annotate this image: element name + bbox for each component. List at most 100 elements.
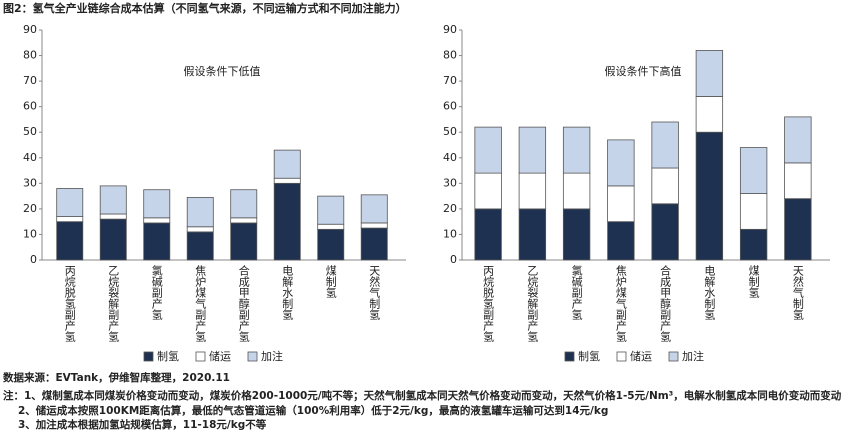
bar-segment (607, 139, 635, 187)
legend-swatch (195, 351, 206, 362)
bar-segment (56, 221, 84, 261)
note: 注：1、煤制氢成本同煤炭价格变动而变动，煤炭价格200-1000元/吨不等；天然… (3, 389, 842, 402)
y-tick-label: 0 (450, 253, 457, 266)
bar-segment (607, 185, 635, 223)
y-tick-label: 30 (23, 176, 37, 189)
bar-segment (518, 172, 547, 210)
legend-label: 储运 (209, 349, 231, 363)
x-tick-label: 焦炉煤气副产氢 (614, 265, 627, 342)
y-tick-label: 90 (23, 23, 37, 36)
y-tick-label: 30 (443, 176, 457, 189)
x-tick-label: 煤制氢 (747, 265, 760, 298)
bar-segment (518, 208, 547, 261)
bar-segment (273, 149, 301, 179)
x-tick-label: 焦炉煤气副产氢 (194, 265, 207, 342)
bar-segment (474, 208, 502, 261)
x-tick-label: 煤制氢 (324, 265, 337, 298)
bar-segment (56, 188, 84, 217)
bar-segment (143, 222, 171, 261)
source: 数据来源：EVTank，伊维智库整理，2020.11 (2, 371, 230, 384)
y-tick-label: 10 (443, 227, 457, 240)
y-tick-label: 10 (23, 227, 37, 240)
x-tick-label: 天然气制氢 (368, 265, 381, 320)
bar-segment (784, 162, 812, 200)
x-tick-label: 电解水制氢 (281, 265, 294, 320)
bar-segment (739, 228, 768, 261)
bar-segment (99, 213, 127, 220)
bar-segment (784, 198, 812, 261)
legend-label: 储运 (630, 349, 652, 363)
legend-swatch (616, 351, 627, 362)
y-tick-label: 60 (23, 100, 37, 113)
y-tick-label: 70 (23, 74, 37, 87)
subtitle: 假设条件下低值 (184, 64, 261, 78)
bar-segment (230, 222, 258, 261)
bar-segment (56, 216, 84, 223)
legend-label: 制氢 (157, 349, 179, 363)
bar-segment (99, 218, 127, 261)
legend-label: 加注 (261, 349, 283, 363)
bar-segment (317, 195, 345, 225)
x-tick-label: 丙烷脱氢副产氢 (63, 265, 76, 342)
x-tick-label: 合成甲醇副产氢 (659, 264, 672, 342)
y-tick-label: 20 (443, 202, 457, 215)
bar-segment (186, 196, 214, 228)
bar-segment (784, 116, 812, 164)
bar-segment (562, 208, 591, 261)
bar-segment (360, 194, 388, 224)
x-tick-label: 电解水制氢 (703, 265, 716, 320)
bar-segment (360, 222, 388, 229)
bar-segment (651, 121, 679, 169)
bar-segment (562, 126, 591, 174)
bar-segment (143, 217, 171, 224)
legend-label: 制氢 (578, 349, 600, 363)
bar-segment (562, 172, 591, 210)
bar-segment (695, 96, 724, 133)
y-tick-label: 40 (23, 151, 37, 164)
x-tick-label: 氯碱副产氢 (570, 264, 583, 320)
bar-segment (474, 172, 502, 210)
bar-segment (360, 227, 388, 261)
x-tick-label: 合成甲醇副产氢 (237, 264, 250, 342)
bar-segment (651, 203, 679, 261)
legend-swatch (668, 351, 679, 362)
y-tick-label: 50 (23, 125, 37, 138)
bar-segment (739, 147, 768, 194)
y-tick-label: 80 (23, 49, 37, 62)
bar-segment (651, 167, 679, 205)
bar-segment (474, 126, 502, 174)
legend-label: 加注 (682, 349, 704, 363)
y-tick-label: 90 (443, 23, 457, 36)
x-tick-label: 丙烷脱氢副产氢 (482, 265, 495, 342)
y-tick-label: 70 (443, 74, 457, 87)
y-tick-label: 50 (443, 125, 457, 138)
bar-segment (317, 223, 345, 230)
y-tick-label: 80 (443, 49, 457, 62)
y-tick-label: 40 (443, 151, 457, 164)
bar-segment (143, 189, 171, 219)
bar-segment (695, 50, 724, 97)
bar-segment (273, 182, 301, 261)
note: 2、储运成本按照100KM距离估算，最低的气态管道运输（100%利用率）低于2元… (18, 404, 608, 417)
bar-segment (230, 217, 258, 224)
subtitle: 假设条件下高值 (605, 64, 682, 78)
x-tick-label: 氯碱副产氢 (150, 264, 163, 320)
y-tick-label: 20 (23, 202, 37, 215)
y-tick-label: 0 (30, 253, 37, 266)
bar-segment (317, 228, 345, 261)
x-tick-label: 乙烷裂解副产氢 (526, 265, 539, 342)
bar-segment (607, 221, 635, 261)
legend-swatch (143, 351, 154, 362)
legend-swatch (564, 351, 575, 362)
bar-segment (186, 231, 214, 261)
x-tick-label: 乙烷裂解副产氢 (107, 265, 120, 342)
bar-segment (99, 185, 127, 215)
bar-segment (273, 177, 301, 184)
bar-segment (739, 193, 768, 230)
y-tick-label: 60 (443, 100, 457, 113)
bar-segment (230, 189, 258, 219)
figure-title: 图2：氢气全产业链综合成本估算（不同氢气来源，不同运输方式和不同加注能力） (3, 1, 407, 15)
x-tick-label: 天然气制氢 (791, 265, 804, 320)
